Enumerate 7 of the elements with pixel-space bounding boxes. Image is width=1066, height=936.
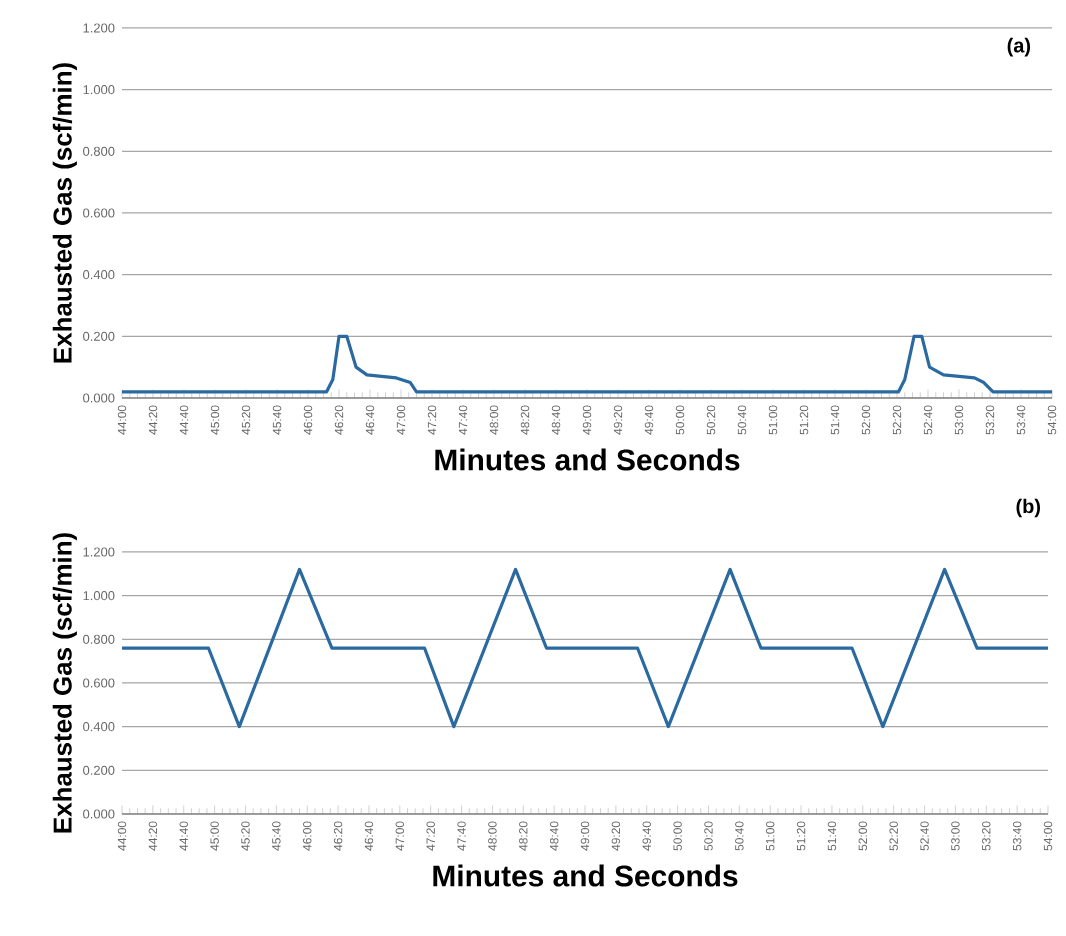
chart-title: (a) (1007, 37, 1031, 57)
y-axis-title: Exhausted Gas (scf/min) (52, 63, 77, 363)
y-axis-title: Exhausted Gas (scf/min) (52, 533, 77, 833)
x-axis-title: Minutes and Seconds (435, 448, 740, 471)
x-axis-title: Minutes and Seconds (433, 864, 738, 887)
chart-title: (b) (1016, 498, 1040, 518)
line-series (122, 334, 1052, 394)
